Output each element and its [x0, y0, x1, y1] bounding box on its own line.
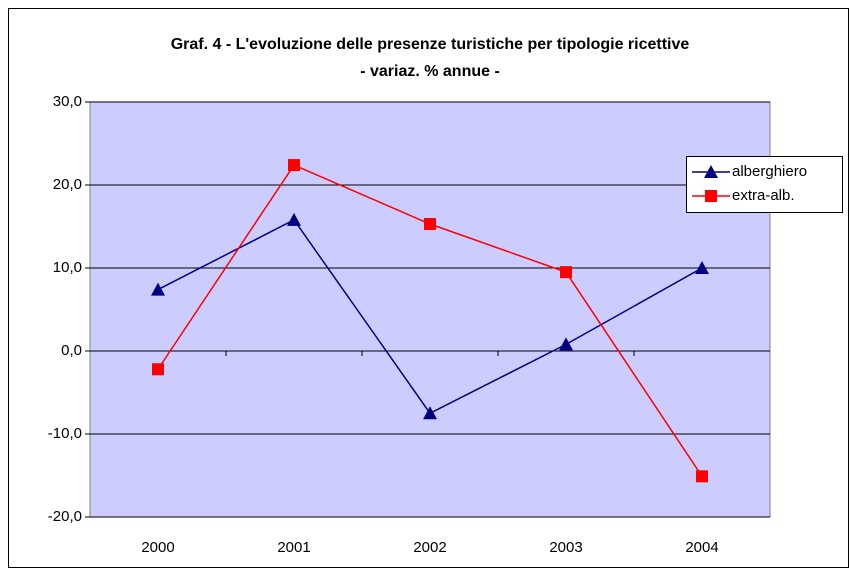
legend-label: extra-alb. — [732, 187, 795, 204]
data-point — [560, 266, 572, 279]
x-tick-label: 2004 — [685, 539, 718, 556]
y-tick-label: 20,0 — [53, 176, 82, 193]
data-point — [287, 212, 301, 226]
x-tick-label: 2001 — [277, 539, 310, 556]
legend-label: alberghiero — [732, 163, 807, 180]
legend-box — [686, 156, 843, 213]
chart-title: Graf. 4 - L'evoluzione delle presenze tu… — [171, 36, 690, 53]
y-tick-label: 30,0 — [53, 93, 82, 110]
data-point — [424, 218, 436, 231]
data-point — [423, 406, 437, 420]
y-tick-label: -20,0 — [48, 508, 82, 525]
data-point — [559, 337, 573, 351]
y-tick-label: 0,0 — [61, 342, 82, 359]
legend-marker — [705, 190, 717, 202]
x-tick-label: 2002 — [413, 539, 446, 556]
legend-marker — [704, 165, 718, 178]
data-point — [152, 363, 164, 376]
y-tick-label: 10,0 — [53, 259, 82, 276]
data-point — [696, 470, 708, 483]
plot-area — [89, 101, 771, 518]
data-point — [288, 159, 300, 172]
x-tick-label: 2003 — [549, 539, 582, 556]
x-tick-label: 2000 — [141, 539, 174, 556]
chart-title: - variaz. % annue - — [360, 63, 500, 80]
data-point — [151, 282, 165, 296]
data-point — [695, 261, 709, 274]
y-tick-label: -10,0 — [48, 425, 82, 442]
